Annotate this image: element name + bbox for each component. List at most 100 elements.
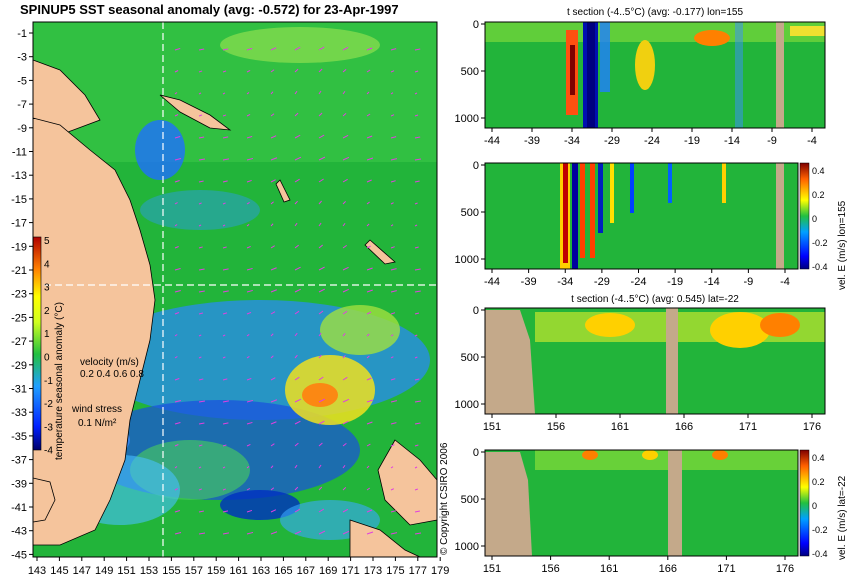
lat-tick-label: -27 — [11, 336, 27, 348]
map-colorbar-tick: 5 — [44, 236, 50, 247]
wind-vector — [318, 46, 325, 51]
panel-vel-lon155: -44 -39 -34 -29 -24 -19 -14 -9 -4 0 500 1000 0.4 0.2 0… — [455, 160, 848, 290]
wind-vector — [246, 157, 254, 161]
wind-vector — [198, 422, 205, 425]
y-tick-label: 1000 — [455, 254, 479, 266]
wind-vector — [246, 509, 253, 513]
wind-vector — [390, 356, 394, 359]
wind-vector — [246, 466, 250, 469]
wind-vector — [318, 508, 325, 513]
lat-tick-label: -35 — [11, 431, 27, 443]
wind-vector — [198, 488, 202, 491]
wind-vector — [342, 508, 349, 513]
wind-vector — [294, 398, 302, 403]
y-tick-label: 1000 — [455, 113, 479, 125]
wind-vector — [342, 310, 348, 315]
wind-vector — [174, 488, 179, 491]
wind-vector — [366, 487, 371, 491]
colorbar-tick-label: -0.4 — [812, 262, 828, 272]
wind-vector — [174, 224, 178, 227]
wind-vector — [318, 134, 325, 139]
wind-vector — [294, 200, 298, 205]
lon-tick-label: 161 — [229, 565, 247, 577]
wind-vector — [174, 202, 178, 205]
wind-vector — [414, 70, 419, 73]
wind-vector — [246, 202, 250, 205]
wind-vector — [246, 69, 251, 73]
wind-vector — [246, 421, 253, 425]
y-tick-label: 0 — [473, 160, 479, 172]
wind-vector — [246, 399, 254, 403]
wind-vector — [222, 158, 230, 161]
x-tick-label: 176 — [776, 563, 794, 575]
main-title: SPINUP5 SST seasonal anomaly (avg: -0.57… — [20, 2, 399, 17]
wind-vector — [414, 48, 421, 51]
panel-vel-lat22: 151 156 161 166 171 176 0 500 1000 0.4 0.2 0 -0.2 -0.… — [455, 447, 848, 575]
x-tick-label: -14 — [724, 135, 740, 147]
colorbar-tick-label: -0.2 — [812, 525, 828, 535]
lon-tick-label: 175 — [386, 565, 404, 577]
wind-vector — [174, 532, 182, 535]
lat-tick-label: -39 — [11, 478, 27, 490]
lat-tick-label: -37 — [11, 455, 27, 467]
lon-tick-label: 159 — [207, 565, 225, 577]
panel-4-ticks: 151 156 161 166 171 176 0 500 1000 0.4 0.2 0 -0.2 -0.… — [455, 447, 828, 575]
wind-vector — [294, 90, 298, 95]
wind-vector — [342, 420, 349, 425]
wind-vector — [414, 202, 418, 205]
lon-tick-label: 151 — [117, 565, 135, 577]
wind-vector — [270, 69, 275, 73]
wind-vector — [342, 201, 346, 205]
wind-vector — [174, 158, 182, 161]
panel-4-frame — [484, 449, 799, 557]
lat-tick-label: -33 — [11, 407, 27, 419]
lat-tick-label: -3 — [17, 52, 27, 64]
lat-tick-label: -21 — [11, 265, 27, 277]
wind-vector — [414, 224, 418, 227]
lon-tick-label: 155 — [162, 565, 180, 577]
wind-vector — [390, 422, 397, 425]
map-frame — [32, 21, 438, 558]
map-colorbar-label: temperature seasonal anomaly (°C) — [54, 302, 65, 460]
wind-vector — [294, 508, 301, 513]
land-new-britain — [159, 94, 232, 131]
panel-4-colorbar-label: vel. E (m/s) lat=-22 — [837, 475, 848, 560]
wind-vector — [342, 465, 346, 469]
wind-vector — [390, 268, 397, 271]
wind-vector — [198, 114, 203, 117]
wind-vector — [246, 179, 252, 183]
wind-vector — [390, 466, 394, 469]
map-colorbar-tick: 4 — [44, 259, 50, 270]
panel-1-ticks: -44 -39 -34 -29 -24 -19 -14 -9 -4 0 500 1000 — [455, 19, 817, 147]
map-colorbar — [32, 236, 42, 451]
wind-vector — [294, 244, 299, 249]
wind-vector — [270, 333, 274, 337]
panel-t-lat22: t section (-4..5°C) (avg: 0.545) lat=-22… — [455, 294, 826, 433]
wind-vector — [366, 509, 373, 513]
lat-tick-label: -11 — [12, 147, 27, 159]
wind-vector — [342, 156, 350, 161]
map-colorbar-tick: -1 — [44, 376, 53, 387]
wind-vector — [318, 332, 322, 337]
wind-vector — [246, 531, 254, 535]
wind-vector — [390, 246, 395, 249]
wind-vector — [318, 464, 322, 469]
lon-tick-label: 173 — [364, 565, 382, 577]
wind-vector — [366, 465, 370, 469]
wind-vector — [198, 136, 205, 139]
wind-vector — [366, 47, 373, 51]
wind-vector — [318, 288, 326, 293]
velocity-legend-title: velocity (m/s) — [80, 357, 139, 368]
wind-vector — [270, 223, 274, 227]
wind-vector — [294, 354, 298, 359]
x-tick-label: 161 — [611, 421, 629, 433]
wind-vector — [366, 91, 370, 95]
wind-vector — [414, 290, 421, 293]
wind-vector — [270, 443, 275, 447]
panel-4-colorbar — [799, 449, 810, 557]
wind-vector — [294, 288, 302, 293]
wind-vector — [414, 378, 420, 381]
wind-vector — [246, 487, 251, 491]
wind-vector — [390, 444, 395, 447]
